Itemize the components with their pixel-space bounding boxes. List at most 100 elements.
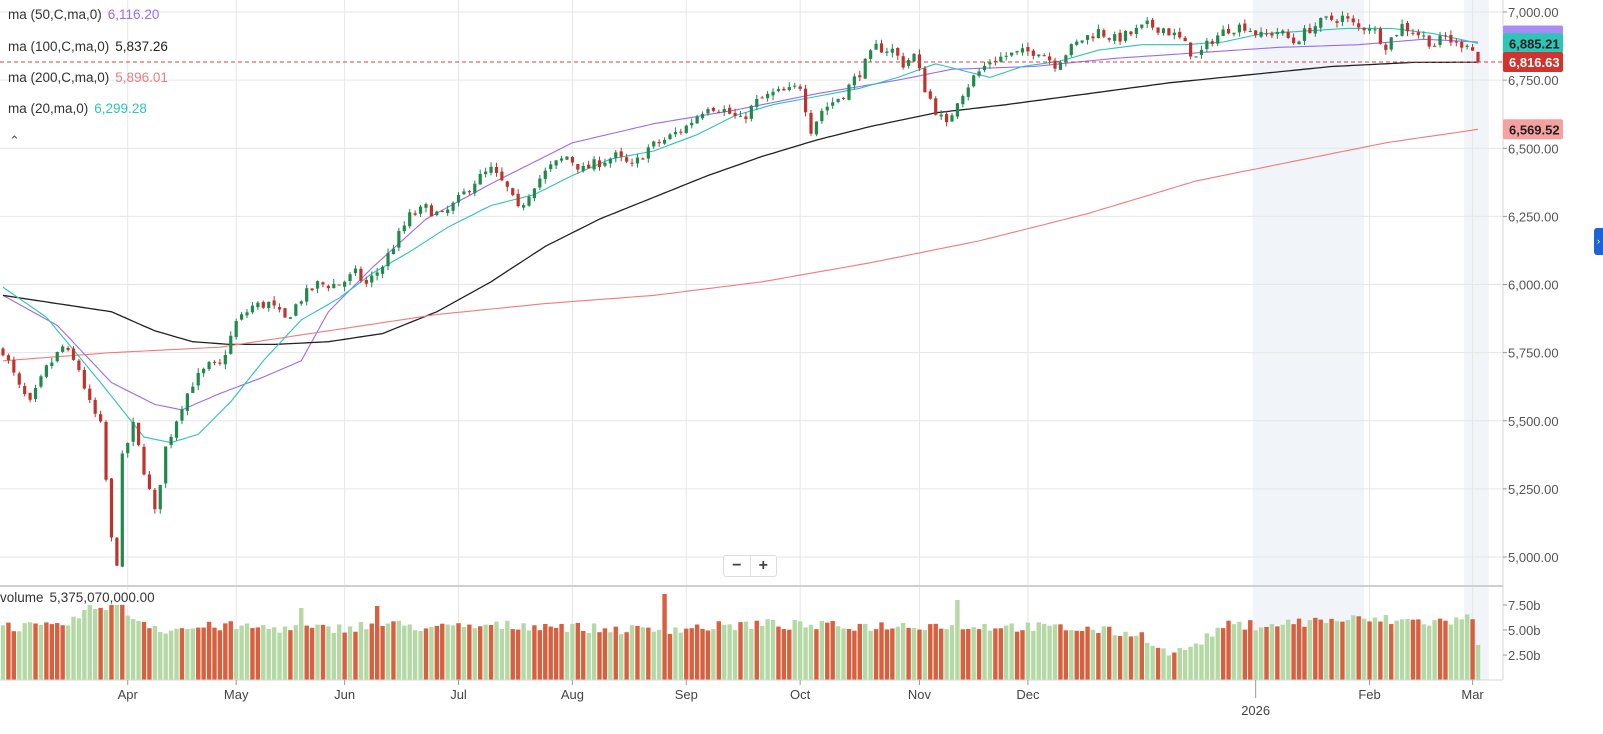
zoom-in-button[interactable]: + [749, 556, 777, 576]
candle-body [109, 478, 114, 538]
volume-bar [814, 629, 819, 680]
volume-bar [1041, 623, 1047, 680]
candle-body [44, 365, 48, 377]
volume-bar [1464, 614, 1470, 680]
expand-panel-handle[interactable]: › [1594, 228, 1603, 255]
volume-bar [71, 616, 76, 680]
volume-bar [315, 624, 320, 680]
volume-bar [1004, 625, 1009, 680]
candle-body [1194, 56, 1198, 58]
candle-body [755, 98, 759, 107]
volume-bar [233, 629, 239, 680]
volume-bar [0, 625, 6, 680]
volume-bar [1280, 624, 1285, 680]
legend-label: ma (100,C,ma,0) [8, 39, 110, 54]
volume-bar [1085, 626, 1090, 680]
candle-body [66, 347, 70, 350]
price-tag-label: 6,569.52 [1509, 122, 1560, 137]
volume-bar [884, 629, 890, 680]
candle-body [820, 110, 824, 122]
candle-body [934, 98, 938, 115]
chevron-up-icon[interactable]: ⌃ [9, 133, 20, 148]
y-tick-label: 7,000.00 [1508, 5, 1559, 20]
x-tick-label: Jul [450, 687, 467, 702]
grid-lines [0, 0, 1503, 680]
candle-body [17, 373, 21, 385]
candle-body [771, 91, 775, 96]
volume-bar [1291, 624, 1296, 680]
candle-body [136, 422, 141, 446]
candle-body [521, 205, 526, 208]
candle-body [668, 134, 672, 139]
volume-bar [510, 629, 515, 680]
candle-body [1085, 35, 1090, 40]
candle-body [256, 302, 260, 308]
volume-bar [770, 620, 776, 680]
candle-body [738, 115, 743, 117]
volume-bar [320, 624, 326, 680]
candle-body [966, 87, 970, 97]
volume-bar [1123, 631, 1128, 680]
volume-bar [450, 625, 456, 680]
volume-bar [1025, 622, 1031, 680]
candle-body [1178, 31, 1182, 38]
candle-body [451, 202, 455, 211]
volume-bar [900, 622, 906, 680]
legend-ma200[interactable]: ma (200,C,ma,0) 5,896.01 [8, 70, 168, 85]
candle-body [907, 60, 911, 66]
candle-body [879, 43, 884, 53]
candle-body [516, 193, 520, 207]
volume-bar [922, 630, 928, 680]
legend-ma20[interactable]: ma (20,ma,0) 6,299.28 [8, 101, 147, 116]
volume-bar [1074, 630, 1079, 680]
candle-body [489, 166, 493, 173]
volume-bar [1107, 626, 1112, 680]
candle-body [1324, 16, 1328, 18]
volume-bar [271, 627, 277, 680]
candle-body [288, 317, 293, 319]
volume-bar [364, 629, 369, 680]
candle-body [825, 106, 829, 111]
volume-bar [1378, 621, 1383, 680]
legend-ma100[interactable]: ma (100,C,ma,0) 5,837.26 [8, 39, 168, 54]
candle-body [955, 103, 960, 117]
volume-bar [1459, 619, 1464, 680]
x-tick-label: Jun [334, 687, 355, 702]
candle-body [576, 164, 580, 170]
volume-bar [114, 597, 120, 680]
legend-ma50[interactable]: ma (50,C,ma,0) 6,116.20 [8, 7, 159, 22]
volume-bar [1031, 630, 1036, 680]
volume-bar [412, 630, 418, 680]
volume-bar [1275, 626, 1280, 680]
zoom-control: − + [723, 555, 777, 577]
volume-bar [1405, 619, 1410, 680]
volume-bar [667, 634, 673, 680]
candle-body [484, 171, 488, 175]
volume-bar [353, 631, 358, 680]
legend-label: ma (200,C,ma,0) [8, 70, 110, 85]
volume-bar [618, 634, 624, 680]
volume-legend[interactable]: volume 5,375,070,000.00 [0, 590, 158, 605]
candle-body [1373, 29, 1377, 31]
volume-bar [1345, 619, 1351, 680]
candle-body [608, 158, 612, 164]
volume-bar [553, 627, 559, 680]
ma-line [2, 38, 1479, 411]
candle-body [852, 76, 856, 86]
volume-bar [976, 629, 982, 680]
volume-bar [863, 623, 868, 680]
volume-bar [358, 622, 364, 680]
volume-bar [613, 626, 618, 680]
candle-body [673, 132, 678, 135]
price-tag [1503, 119, 1563, 140]
candle-body [50, 362, 54, 366]
candle-body [1183, 37, 1187, 42]
candle-body [847, 84, 851, 100]
volume-bar [456, 623, 461, 680]
volume-bar [488, 624, 494, 680]
zoom-out-button[interactable]: − [732, 557, 742, 574]
candle-body [315, 281, 320, 289]
candle-body [1, 348, 5, 356]
volume-bar [895, 626, 900, 680]
